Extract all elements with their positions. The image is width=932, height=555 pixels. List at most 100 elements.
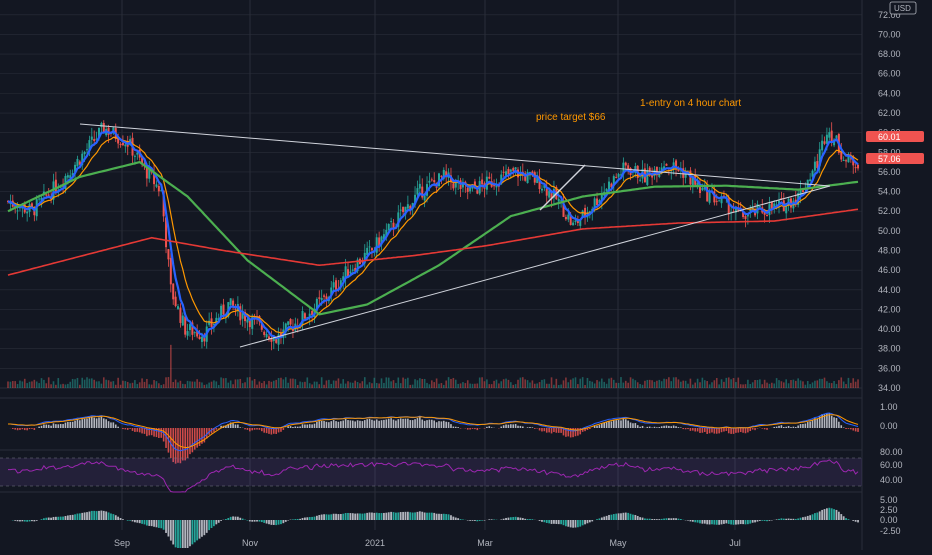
macd-hist-bar — [790, 427, 792, 428]
candle-body — [685, 174, 687, 178]
volume-bar — [625, 381, 627, 388]
macd-hist-bar — [522, 426, 524, 428]
volume-bar — [168, 377, 170, 388]
momentum-bar — [366, 513, 368, 520]
momentum-bar — [531, 519, 533, 520]
volume-bar — [632, 379, 634, 388]
volume-bar — [199, 382, 201, 388]
macd-hist-bar — [733, 428, 735, 434]
momentum-bar — [270, 520, 272, 525]
volume-bar — [623, 383, 625, 388]
volume-bar — [330, 384, 332, 388]
macd-hist-bar — [127, 428, 129, 430]
momentum-bar — [275, 520, 277, 525]
momentum-bar — [666, 518, 668, 520]
volume-bar — [534, 384, 536, 388]
volume-bar — [805, 385, 807, 388]
volume-bar — [326, 380, 328, 388]
momentum-bar — [529, 519, 531, 520]
momentum-bar — [792, 519, 794, 520]
macd-hist-bar — [788, 426, 790, 428]
momentum-bar — [282, 520, 284, 523]
macd-hist-bar — [216, 428, 218, 430]
momentum-bar — [292, 519, 294, 520]
momentum-bar — [148, 520, 150, 526]
momentum-bar — [781, 518, 783, 520]
macd-hist-bar — [654, 427, 656, 428]
volume-bar — [311, 384, 313, 388]
volume-bar — [738, 378, 740, 388]
candle-body — [84, 152, 86, 154]
momentum-bar — [81, 513, 83, 520]
macd-hist-bar — [783, 427, 785, 428]
macd-hist-bar — [730, 428, 732, 434]
candle-body — [93, 139, 95, 141]
volume-bar — [218, 385, 220, 388]
volume-bar — [479, 378, 481, 388]
candle-body — [419, 184, 421, 189]
macd-hist-bar — [249, 428, 251, 431]
volume-bar — [651, 380, 653, 388]
volume-bar — [48, 377, 50, 388]
macd-hist-bar — [117, 427, 119, 428]
momentum-bar — [649, 519, 651, 520]
momentum-bar — [440, 514, 442, 520]
candle-body — [431, 179, 433, 180]
momentum-bar — [563, 520, 565, 525]
volume-bar — [328, 380, 330, 388]
volume-bar — [160, 385, 162, 388]
macd-hist-bar — [74, 421, 76, 428]
macd-hist-bar — [843, 427, 845, 428]
macd-hist-bar — [623, 419, 625, 428]
macd-hist-bar — [283, 428, 285, 430]
volume-bar — [766, 383, 768, 388]
macd-hist-bar — [809, 421, 811, 428]
candle-body — [177, 306, 179, 309]
macd-hist-bar — [630, 422, 632, 428]
price-tick-label: 42.00 — [878, 304, 901, 314]
momentum-bar — [788, 519, 790, 520]
momentum-bar — [644, 518, 646, 520]
momentum-bar — [254, 520, 256, 522]
volume-bar — [692, 385, 694, 388]
macd-hist-bar — [182, 428, 184, 460]
volume-bar — [539, 382, 541, 388]
volume-bar — [223, 378, 225, 388]
volume-bar — [474, 384, 476, 388]
volume-bar — [213, 380, 215, 388]
momentum-bar — [747, 520, 749, 524]
momentum-bar — [706, 520, 708, 524]
momentum-bar — [589, 520, 591, 522]
volume-bar — [266, 384, 268, 388]
candle-body — [515, 167, 517, 169]
momentum-bar — [302, 518, 304, 520]
volume-bar — [608, 379, 610, 388]
volume-bar — [41, 378, 43, 388]
momentum-bar — [680, 519, 682, 520]
candle-body — [234, 309, 236, 310]
macd-hist-bar — [163, 428, 165, 442]
volume-bar — [122, 381, 124, 388]
rsi-tick-label: 80.00 — [880, 447, 903, 457]
candle-body — [476, 190, 478, 194]
momentum-bar — [553, 520, 555, 524]
macd-hist-bar — [31, 428, 33, 429]
momentum-bar — [615, 514, 617, 520]
momentum-bar — [146, 520, 148, 526]
candle-body — [625, 163, 627, 166]
volume-bar — [802, 381, 804, 388]
momentum-bar — [259, 520, 261, 522]
price-tick-label: 38.00 — [878, 344, 901, 354]
momentum-bar — [201, 520, 203, 537]
momentum-bar — [857, 520, 859, 522]
macd-hist-bar — [371, 420, 373, 428]
volume-bar — [445, 381, 447, 388]
momentum-bar — [510, 517, 512, 520]
volume-bar — [654, 382, 656, 388]
momentum-bar — [129, 520, 131, 521]
momentum-bar — [824, 509, 826, 520]
volume-bar — [512, 385, 514, 388]
macd-hist-bar — [484, 428, 486, 429]
